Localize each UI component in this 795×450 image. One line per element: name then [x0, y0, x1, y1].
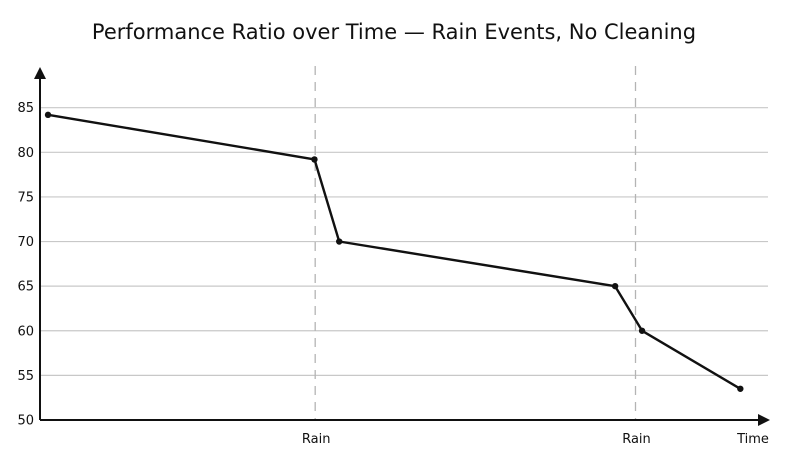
rain-event-label-1: Rain [302, 432, 331, 447]
rain-event-markers: Rain Rain [302, 66, 651, 447]
gridlines [40, 107, 768, 376]
data-point-5 [638, 327, 646, 334]
y-axis-arrowhead [34, 67, 46, 79]
y-tick-label-75: 75 [17, 190, 34, 205]
y-tick-label-55: 55 [17, 369, 34, 384]
rain-event-label-2: Rain [622, 432, 651, 447]
data-point-4 [611, 282, 619, 290]
x-axis-label: Time [736, 432, 769, 447]
y-tick-label-65: 65 [17, 280, 34, 295]
y-tick-label-80: 80 [17, 146, 34, 161]
data-point-1 [44, 111, 52, 119]
y-tick-label-60: 60 [17, 324, 34, 339]
y-tick-label-85: 85 [17, 101, 34, 116]
data-point-2 [311, 156, 318, 163]
x-axis-arrowhead [758, 414, 770, 426]
y-tick-labels: 50 55 60 65 70 75 80 85 [17, 101, 34, 428]
axes [34, 67, 770, 426]
y-tick-label-70: 70 [17, 235, 34, 250]
data-point-3 [336, 238, 343, 245]
series-line-1 [47, 113, 741, 390]
series [44, 111, 744, 392]
data-point-6 [737, 385, 744, 392]
chart-title: Performance Ratio over Time — Rain Event… [92, 20, 696, 44]
y-tick-label-50: 50 [17, 414, 34, 429]
